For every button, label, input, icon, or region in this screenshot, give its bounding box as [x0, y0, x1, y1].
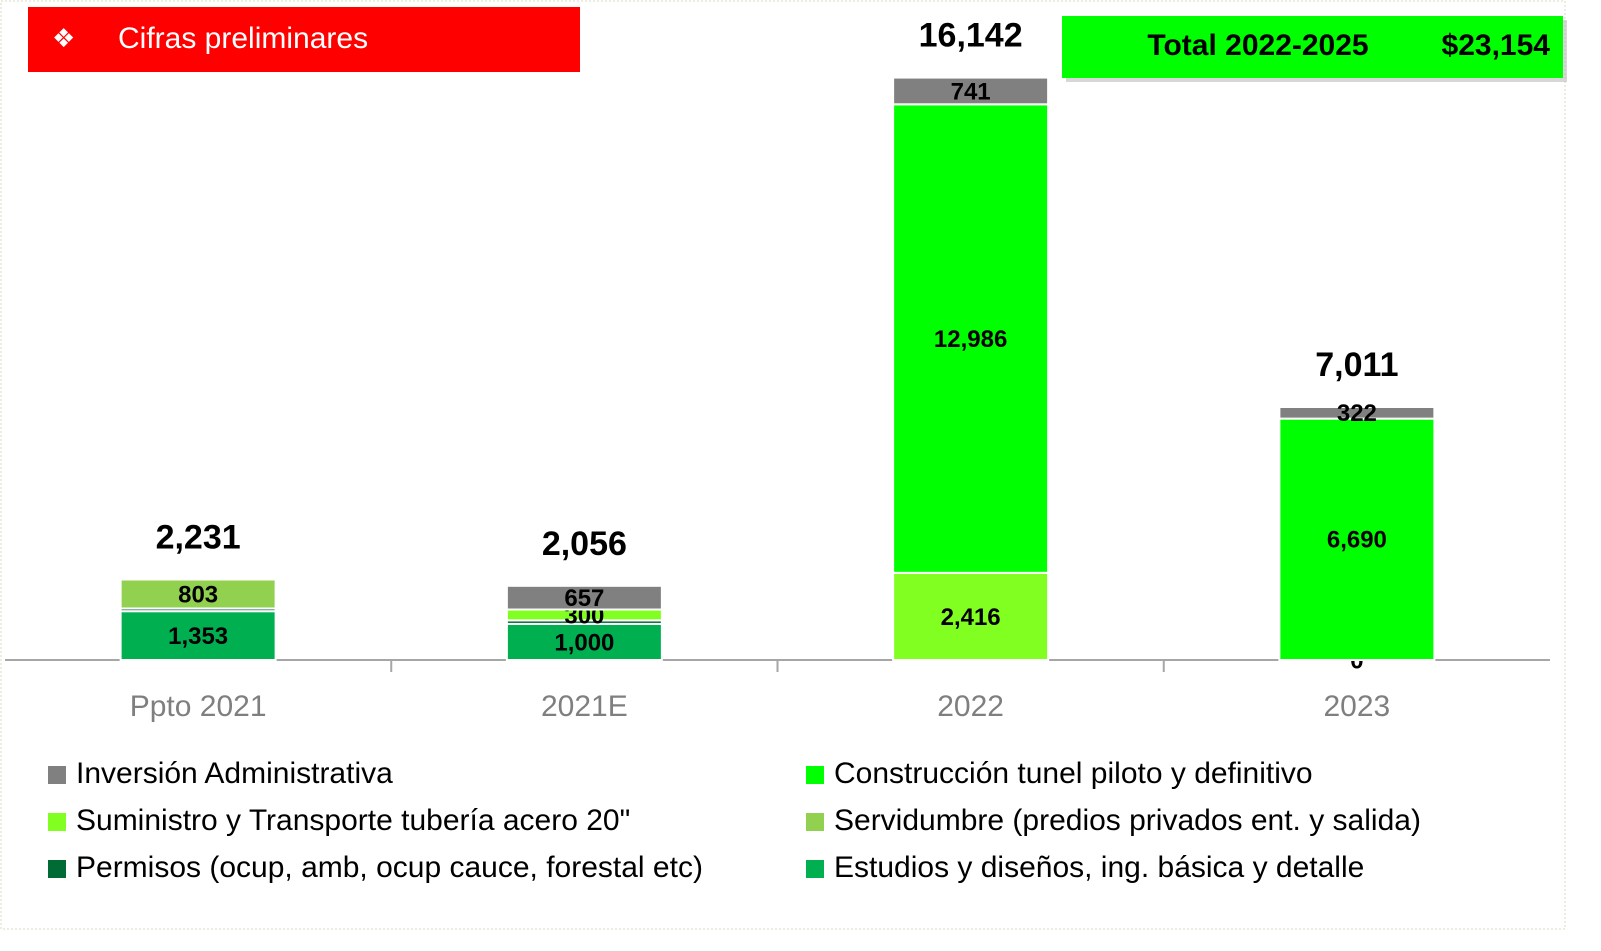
legend-label: Estudios y diseños, ing. básica y detall…	[834, 851, 1364, 884]
x-tick-label: 2023	[1324, 690, 1391, 723]
legend-swatch	[48, 860, 66, 878]
bar-segment	[892, 571, 1050, 662]
bar-segment	[505, 622, 663, 662]
total-label: 7,011	[1315, 346, 1398, 384]
banner-text: Cifras preliminares	[118, 22, 368, 55]
total-label: 16,142	[919, 17, 1023, 55]
total-box	[1062, 16, 1563, 78]
legend-label: Construcción tunel piloto y definitivo	[834, 757, 1313, 790]
bar-segment	[892, 76, 1050, 106]
bar-segment	[892, 103, 1050, 574]
legend-swatch	[48, 813, 66, 831]
data-label: 2,416	[941, 604, 1001, 631]
x-tick-label: 2021E	[541, 690, 628, 723]
data-label: 803	[178, 581, 218, 608]
banner-icon: ❖	[52, 23, 75, 53]
data-label: 12,986	[934, 326, 1007, 353]
data-label: 6,690	[1327, 527, 1387, 554]
data-label: 1,353	[168, 623, 228, 650]
banner	[28, 7, 580, 72]
legend-label: Servidumbre (predios privados ent. y sal…	[834, 804, 1421, 837]
data-label: 741	[951, 78, 991, 105]
total-label: 2,056	[542, 525, 627, 563]
total-label: 2,231	[156, 518, 241, 556]
x-tick-label: Ppto 2021	[130, 690, 267, 723]
bar-segment	[119, 578, 277, 610]
legend-swatch	[806, 813, 824, 831]
total-box-label: Total 2022-2025	[1147, 29, 1368, 62]
data-label: 657	[564, 585, 604, 612]
legend-label: Suministro y Transporte tubería acero 20…	[76, 804, 630, 837]
legend-label: Inversión Administrativa	[76, 757, 393, 790]
bar-segment	[1278, 417, 1436, 661]
bar-segment	[505, 584, 663, 611]
frame	[0, 0, 1566, 930]
legend-label: Permisos (ocup, amb, ocup cauce, foresta…	[76, 851, 703, 884]
x-tick-label: 2022	[937, 690, 1004, 723]
data-label: 1,000	[554, 629, 614, 656]
legend-swatch	[48, 766, 66, 784]
total-box-value: $23,154	[1442, 29, 1551, 62]
bar-segment	[1278, 406, 1436, 420]
legend-swatch	[806, 766, 824, 784]
legend-swatch	[806, 860, 824, 878]
data-label: 322	[1337, 400, 1377, 427]
